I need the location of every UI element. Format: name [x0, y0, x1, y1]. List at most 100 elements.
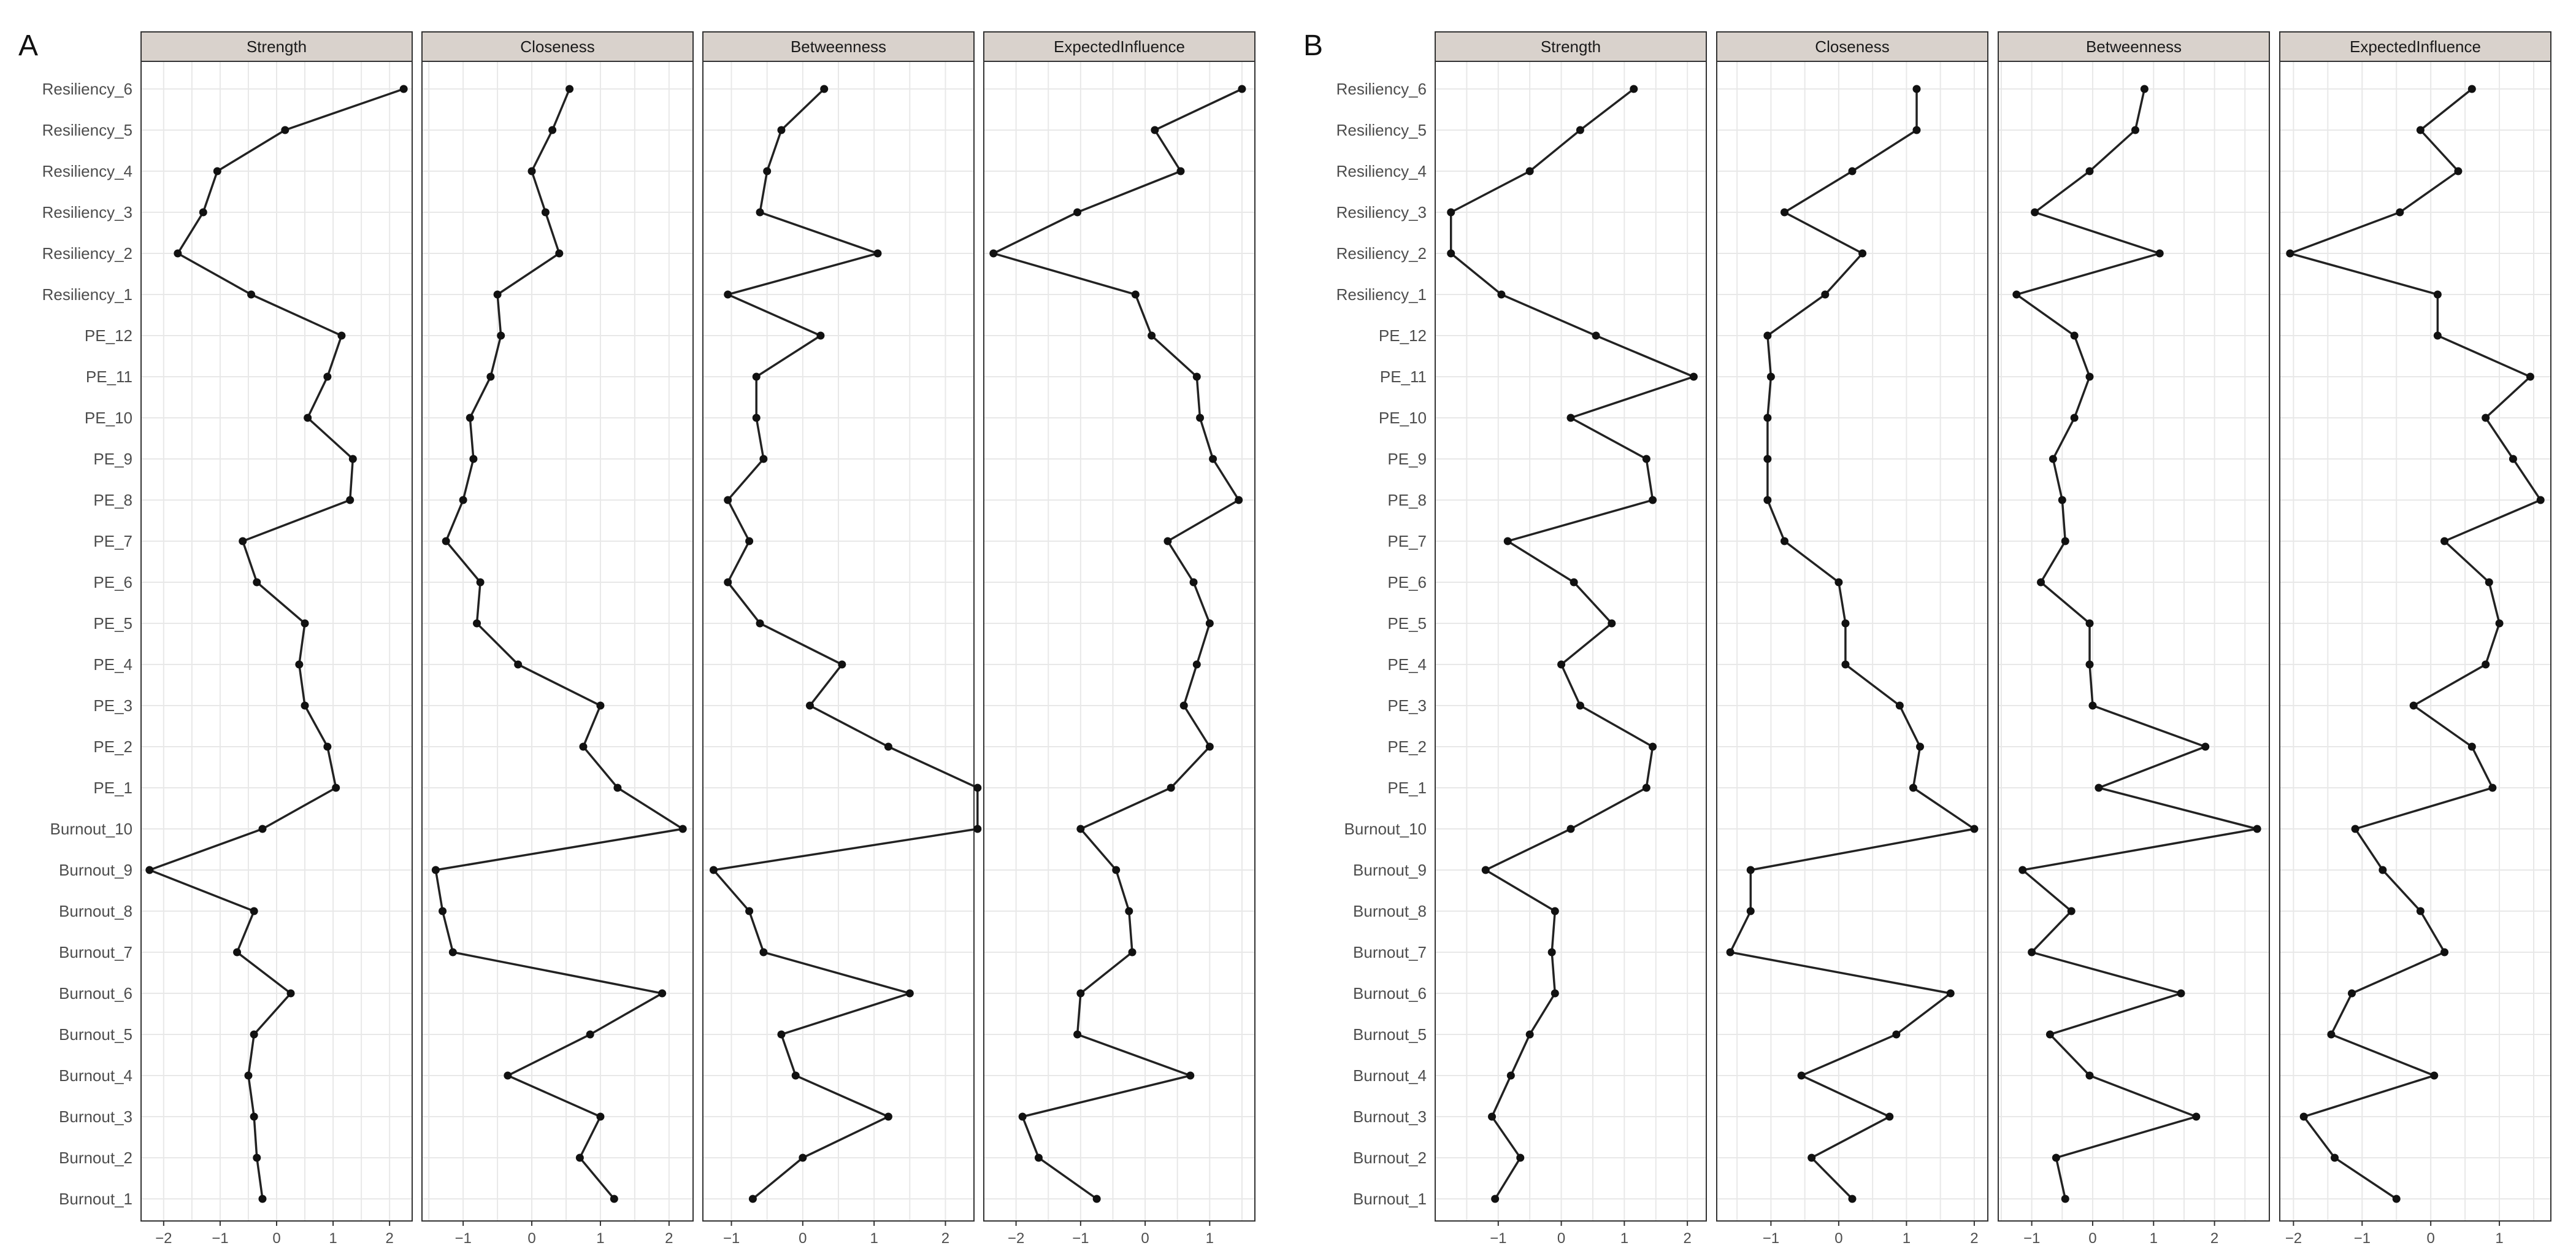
- data-point: [1151, 126, 1159, 134]
- facet-title: Betweenness: [791, 37, 886, 56]
- data-point: [2140, 85, 2149, 93]
- x-tick-label: 2: [1970, 1230, 1978, 1247]
- y-tick-label: PE_10: [85, 409, 132, 427]
- data-point: [575, 1153, 584, 1162]
- data-point: [1649, 742, 1657, 751]
- data-point: [2045, 1030, 2054, 1039]
- data-point: [2192, 1112, 2201, 1121]
- x-tick-label: −1: [212, 1230, 228, 1247]
- x-tick-label: −1: [723, 1230, 740, 1247]
- data-point: [816, 331, 825, 340]
- data-point: [1592, 331, 1600, 340]
- y-tick-label: PE_12: [85, 326, 132, 345]
- data-point: [527, 167, 536, 175]
- data-point: [399, 85, 408, 93]
- data-point: [448, 948, 457, 957]
- y-tick-label: PE_5: [93, 614, 132, 633]
- facet-strength: Strength −2 −1 0 1 2: [140, 31, 413, 1247]
- data-point: [658, 989, 667, 998]
- data-point: [555, 249, 564, 258]
- data-point: [2331, 1153, 2339, 1162]
- y-tick-label: PE_9: [1387, 450, 1427, 468]
- y-tick-label: Burnout_7: [1353, 943, 1427, 961]
- data-point: [244, 1071, 253, 1080]
- facet-frame: [421, 61, 694, 1222]
- data-point: [2327, 1030, 2336, 1039]
- y-tick-label: PE_11: [1380, 368, 1427, 386]
- data-point: [2177, 989, 2185, 998]
- data-point: [2085, 660, 2094, 669]
- y-tick-label: PE_9: [93, 450, 132, 468]
- data-point: [2454, 167, 2463, 175]
- data-point: [250, 1112, 258, 1121]
- data-point: [1885, 1112, 1894, 1121]
- facet-frame: [1998, 61, 2270, 1222]
- data-point: [541, 208, 550, 217]
- data-point: [476, 578, 485, 587]
- series-line: [434, 88, 686, 1200]
- data-point: [613, 784, 622, 792]
- data-point: [1970, 825, 1979, 833]
- data-point: [2509, 455, 2517, 463]
- data-point: [1608, 619, 1616, 628]
- data-point: [1196, 414, 1205, 422]
- data-point: [2061, 1195, 2069, 1203]
- data-point: [1642, 455, 1650, 463]
- facet-frame: [702, 61, 975, 1222]
- data-point: [2037, 578, 2045, 587]
- y-tick-label: Burnout_8: [59, 902, 132, 920]
- data-point: [1807, 1153, 1816, 1162]
- data-point: [1179, 701, 1188, 710]
- x-tick-label: 1: [1620, 1230, 1628, 1247]
- facet-frame: [1716, 61, 1988, 1222]
- data-point: [301, 619, 309, 628]
- x-tick-label: 0: [1834, 1230, 1842, 1247]
- facet-betweenness: Betweenness −1 0 1 2: [1998, 31, 2270, 1247]
- data-point: [586, 1030, 594, 1039]
- y-tick-label: PE_6: [1387, 573, 1427, 591]
- y-tick-label: Burnout_6: [59, 984, 132, 1003]
- data-point: [724, 290, 732, 299]
- data-point: [1551, 989, 1559, 998]
- panel-label: A: [18, 29, 38, 62]
- data-point: [1848, 1195, 1857, 1203]
- data-point: [2485, 578, 2493, 587]
- data-point: [2131, 126, 2139, 134]
- data-point: [1189, 578, 1198, 587]
- x-tick-label: 2: [2210, 1230, 2218, 1247]
- data-point: [1488, 1112, 1497, 1121]
- data-point: [1858, 249, 1867, 258]
- data-point: [2482, 414, 2490, 422]
- data-point: [759, 948, 768, 957]
- y-tick-label: Resiliency_4: [1336, 162, 1427, 180]
- data-point: [332, 784, 340, 792]
- chart-a: A Burnout_1 Burnout_2 Burnout_3 Burnout_4 Bur…: [18, 29, 1255, 1247]
- data-point: [2416, 126, 2425, 134]
- data-point: [258, 825, 267, 833]
- y-tick-label: Resiliency_3: [42, 203, 132, 221]
- x-tick-label: 1: [2495, 1230, 2503, 1247]
- y-tick-label: Burnout_5: [59, 1025, 132, 1044]
- data-point: [1766, 372, 1775, 381]
- y-tick-label: Burnout_3: [1353, 1107, 1427, 1126]
- facet-title: ExpectedInfluence: [1054, 37, 1185, 56]
- data-point: [473, 619, 481, 628]
- x-tick-label: 1: [870, 1230, 878, 1247]
- x-tick-label: 0: [1141, 1230, 1149, 1247]
- data-point: [579, 742, 588, 751]
- data-point: [2526, 372, 2534, 381]
- data-point: [1092, 1195, 1101, 1203]
- data-point: [1909, 784, 1917, 792]
- x-tick-label: 2: [941, 1230, 949, 1247]
- x-tick-label: −2: [155, 1230, 172, 1247]
- data-point: [1076, 989, 1085, 998]
- data-point: [2416, 907, 2425, 915]
- x-tick-label: 1: [596, 1230, 604, 1247]
- data-point: [1848, 167, 1857, 175]
- data-point: [1176, 167, 1185, 175]
- x-tick-label: −1: [1763, 1230, 1779, 1247]
- y-tick-label: PE_4: [1387, 655, 1427, 674]
- chart-b: B Burnout_1 Burnout_2 Burnout_3 Burnout_4 Bur…: [1303, 29, 2551, 1247]
- x-tick-label: −1: [1072, 1230, 1089, 1247]
- y-tick-label: Burnout_5: [1353, 1025, 1427, 1044]
